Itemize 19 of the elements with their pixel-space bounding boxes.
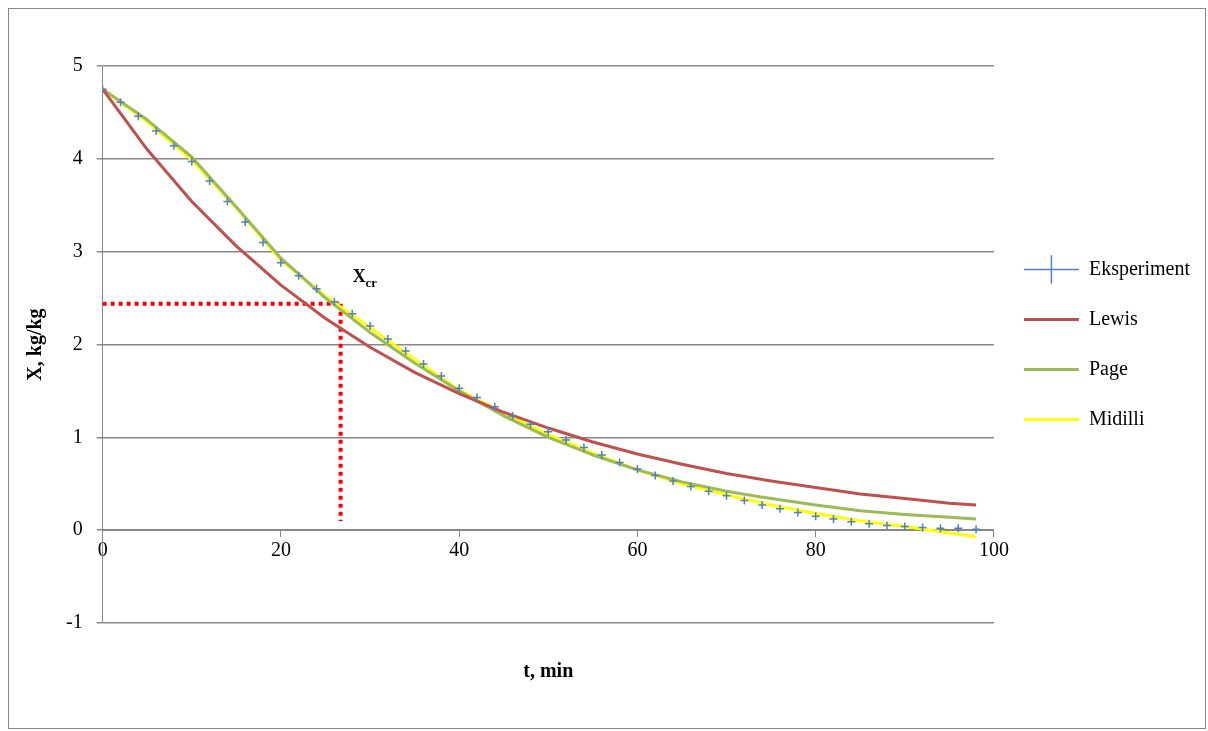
y-tick-label: 1: [72, 424, 83, 447]
x-tick-label: 100: [978, 538, 1009, 561]
x-tick-label: 20: [270, 538, 291, 561]
legend-label: Lewis: [1088, 306, 1139, 329]
legend-label: Eksperiment: [1088, 256, 1191, 280]
y-tick-label: 5: [72, 53, 83, 76]
y-tick-label: 2: [72, 331, 83, 354]
x-tick-label: 0: [97, 538, 108, 561]
legend-label: Midilli: [1088, 406, 1145, 429]
x-tick-label: 60: [627, 538, 648, 561]
legend-label: Page: [1088, 356, 1128, 380]
y-axis-title: X, kg/kg: [23, 308, 47, 381]
y-tick-label: 0: [72, 517, 83, 540]
y-tick-label: 4: [72, 146, 83, 169]
x-tick-label: 80: [805, 538, 826, 561]
x-tick-label: 40: [449, 538, 470, 561]
y-tick-label: 3: [72, 238, 83, 261]
y-tick-label: -1: [65, 610, 83, 633]
x-axis-title: t, min: [523, 659, 574, 682]
